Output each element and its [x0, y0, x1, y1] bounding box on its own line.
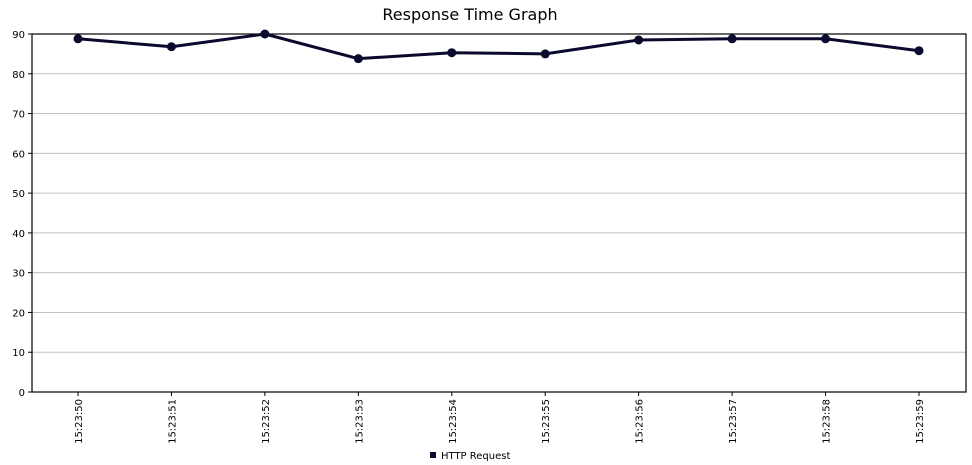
legend-label: HTTP Request — [441, 451, 510, 462]
plot-frame — [31, 33, 967, 393]
y-axis: 0 10 20 30 40 50 60 70 80 90 — [12, 30, 32, 399]
grid-lines — [32, 33, 966, 393]
chart-title: Response Time Graph — [382, 5, 557, 24]
y-tick-label: 90 — [12, 30, 25, 41]
y-tick-label: 80 — [12, 70, 25, 81]
x-axis: 15:23:50 15:23:51 15:23:52 15:23:53 15:23:54… — [74, 392, 926, 444]
x-tick-label: 15:23:50 — [74, 399, 85, 444]
data-point — [727, 34, 737, 44]
y-tick-label: 20 — [12, 308, 25, 319]
data-point — [260, 29, 270, 39]
y-tick-label: 60 — [12, 149, 25, 160]
data-point — [540, 49, 550, 59]
x-tick-label: 15:23:55 — [541, 399, 552, 444]
data-point — [914, 46, 924, 56]
legend: HTTP Request — [430, 451, 510, 462]
data-point — [821, 34, 831, 44]
x-tick-label: 15:23:57 — [728, 399, 739, 444]
y-tick-label: 10 — [12, 348, 25, 359]
y-tick-label: 0 — [19, 388, 25, 399]
data-point — [447, 48, 457, 58]
x-tick-label: 15:23:56 — [635, 399, 646, 444]
x-tick-label: 15:23:52 — [261, 399, 272, 444]
y-tick-label: 70 — [12, 110, 25, 121]
data-point — [166, 42, 176, 52]
data-point — [634, 35, 644, 45]
x-tick-label: 15:23:59 — [915, 399, 926, 444]
series-http-request — [73, 29, 924, 64]
x-tick-label: 15:23:54 — [448, 399, 459, 444]
x-tick-label: 15:23:51 — [167, 399, 178, 444]
x-tick-label: 15:23:53 — [354, 399, 365, 444]
data-point — [353, 54, 363, 64]
legend-swatch — [430, 452, 436, 458]
series-line — [77, 32, 920, 61]
y-tick-label: 40 — [12, 229, 25, 240]
x-tick-label: 15:23:58 — [822, 399, 833, 444]
y-tick-label: 30 — [12, 269, 25, 280]
y-tick-label: 50 — [12, 189, 25, 200]
data-point — [73, 34, 83, 44]
